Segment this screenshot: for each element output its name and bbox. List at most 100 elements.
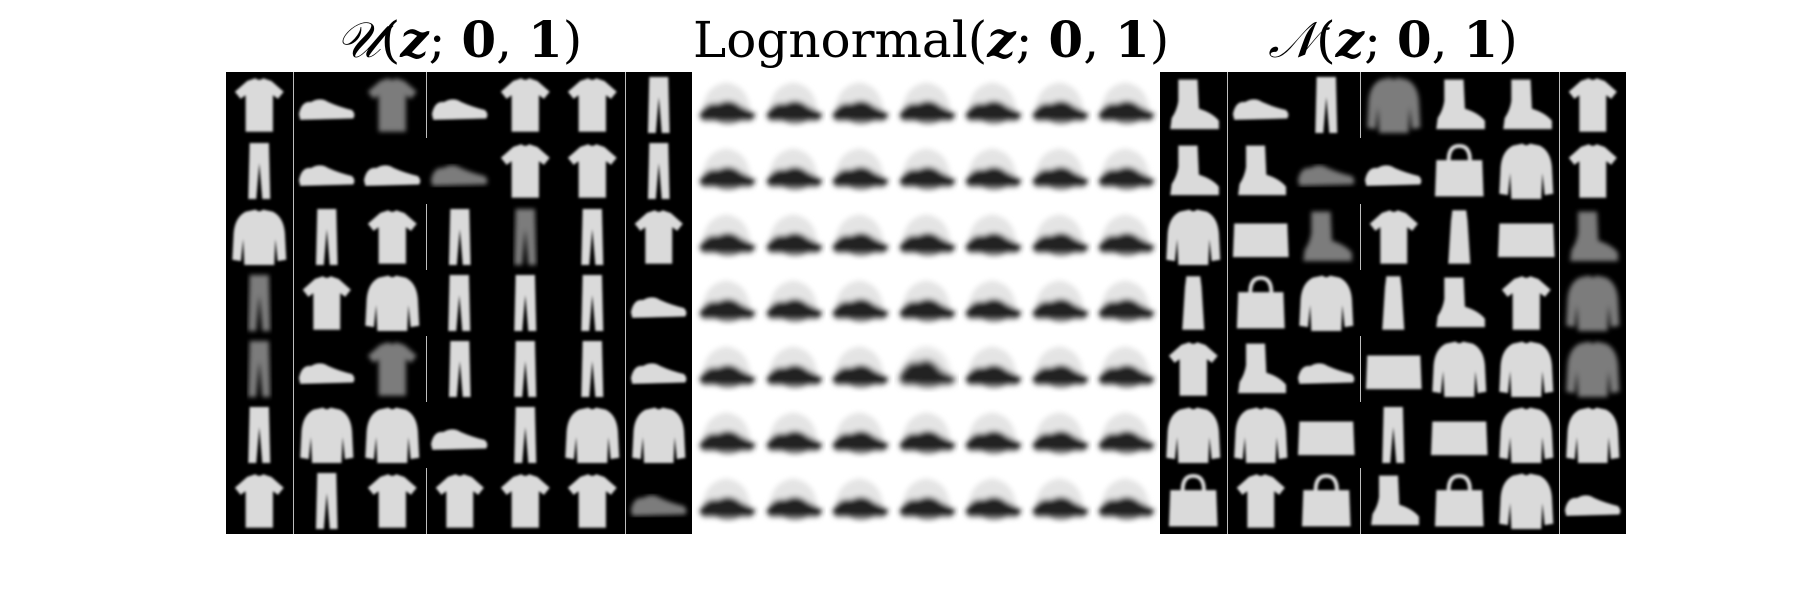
sample-image: [558, 72, 626, 138]
title-part: 𝒰: [335, 11, 381, 69]
sample-image: [1025, 402, 1093, 468]
sample-image: [959, 270, 1026, 336]
sample-image: [425, 72, 493, 138]
sample-image: [759, 204, 827, 270]
sample-image: [1092, 336, 1159, 402]
sample-image: [826, 402, 893, 468]
sample-image: [1293, 336, 1360, 402]
sample-image: [425, 270, 493, 336]
sample-image: [226, 468, 293, 534]
sample-image: [492, 402, 559, 468]
sample-image: [826, 138, 893, 204]
sample-image: [1226, 402, 1294, 468]
sample-image: [826, 204, 893, 270]
sample-image: [959, 138, 1026, 204]
sample-image: [1559, 468, 1626, 534]
sample-image: [1426, 468, 1493, 534]
sample-image: [1293, 72, 1360, 138]
sample-image: [492, 72, 559, 138]
sample-image: [226, 72, 293, 138]
sample-image: [959, 468, 1026, 534]
image-grid: [226, 72, 692, 534]
sample-image: [292, 204, 360, 270]
sample-image: [693, 270, 760, 336]
sample-image: [1426, 204, 1493, 270]
sample-image: [1559, 72, 1626, 138]
sample-image: [492, 468, 559, 534]
sample-image: [359, 204, 426, 270]
sample-image: [1492, 138, 1560, 204]
sample-image: [1492, 336, 1560, 402]
sample-image: [226, 138, 293, 204]
panel-title: Lognormal(z; 0, 1): [693, 8, 1169, 72]
sample-image: [1359, 468, 1427, 534]
sample-image: [826, 468, 893, 534]
sample-image: [959, 204, 1026, 270]
sample-image: [1025, 468, 1093, 534]
sample-image: [359, 402, 426, 468]
sample-image: [892, 72, 960, 138]
image-grid: [693, 72, 1159, 534]
sample-image: [425, 204, 493, 270]
sample-image: [1293, 468, 1360, 534]
sample-image: [759, 468, 827, 534]
sample-image: [425, 402, 493, 468]
sample-image: [359, 336, 426, 402]
sample-image: [625, 204, 692, 270]
title-part: 0: [1396, 10, 1432, 69]
title-part: 1: [527, 10, 563, 69]
sample-image: [1160, 204, 1227, 270]
panel-title: 𝒩(z; 0, 1): [1160, 8, 1626, 72]
sample-image: [892, 468, 960, 534]
sample-image: [558, 138, 626, 204]
sample-image: [1092, 270, 1159, 336]
sample-image: [625, 72, 692, 138]
sample-image: [1092, 138, 1159, 204]
sample-image: [826, 270, 893, 336]
sample-image: [226, 336, 293, 402]
sample-image: [1293, 402, 1360, 468]
sample-image: [558, 402, 626, 468]
title-part: ;: [1015, 11, 1049, 69]
sample-image: [693, 138, 760, 204]
sample-image: [1359, 138, 1427, 204]
sample-image: [1426, 138, 1493, 204]
sample-image: [892, 270, 960, 336]
sample-image: [625, 468, 692, 534]
sample-image: [1359, 336, 1427, 402]
sample-image: [826, 336, 893, 402]
sample-image: [693, 336, 760, 402]
sample-image: [1293, 138, 1360, 204]
panel-normal: 𝒩(z; 0, 1): [1160, 0, 1626, 600]
sample-image: [1359, 204, 1427, 270]
sample-image: [492, 270, 559, 336]
sample-image: [226, 402, 293, 468]
sample-image: [292, 138, 360, 204]
sample-image: [1293, 204, 1360, 270]
panel-lognormal: Lognormal(z; 0, 1): [693, 0, 1169, 600]
title-part: ,: [496, 11, 528, 69]
sample-image: [425, 468, 493, 534]
sample-image: [558, 468, 626, 534]
title-part: ): [562, 11, 583, 69]
sample-image: [1160, 270, 1227, 336]
sample-image: [625, 270, 692, 336]
sample-image: [1226, 336, 1294, 402]
sample-image: [292, 72, 360, 138]
sample-image: [1160, 336, 1227, 402]
sample-image: [759, 270, 827, 336]
sample-image: [1559, 138, 1626, 204]
panel-title: 𝒰(z; 0, 1): [226, 8, 692, 72]
sample-image: [1226, 138, 1294, 204]
title-part: z: [987, 10, 1016, 69]
image-grid: [1160, 72, 1626, 534]
sample-image: [1492, 270, 1560, 336]
sample-image: [693, 402, 760, 468]
sample-image: [292, 270, 360, 336]
sample-image: [1492, 468, 1560, 534]
sample-image: [1559, 402, 1626, 468]
sample-image: [1359, 270, 1427, 336]
sample-image: [492, 336, 559, 402]
sample-image: [1160, 468, 1227, 534]
sample-image: [693, 204, 760, 270]
